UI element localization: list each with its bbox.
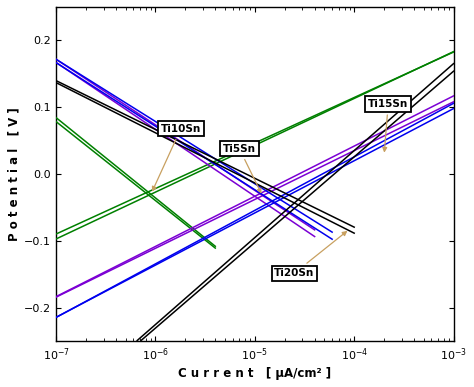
Text: Ti15Sn: Ti15Sn [368,99,408,151]
Text: Ti5Sn: Ti5Sn [223,144,261,192]
Text: Ti20Sn: Ti20Sn [274,232,346,278]
X-axis label: C u r r e n t   [ μA/cm² ]: C u r r e n t [ μA/cm² ] [178,367,331,380]
Text: Ti10Sn: Ti10Sn [153,124,201,190]
Y-axis label: P o t e n t i a l   [ V ]: P o t e n t i a l [ V ] [7,107,20,241]
